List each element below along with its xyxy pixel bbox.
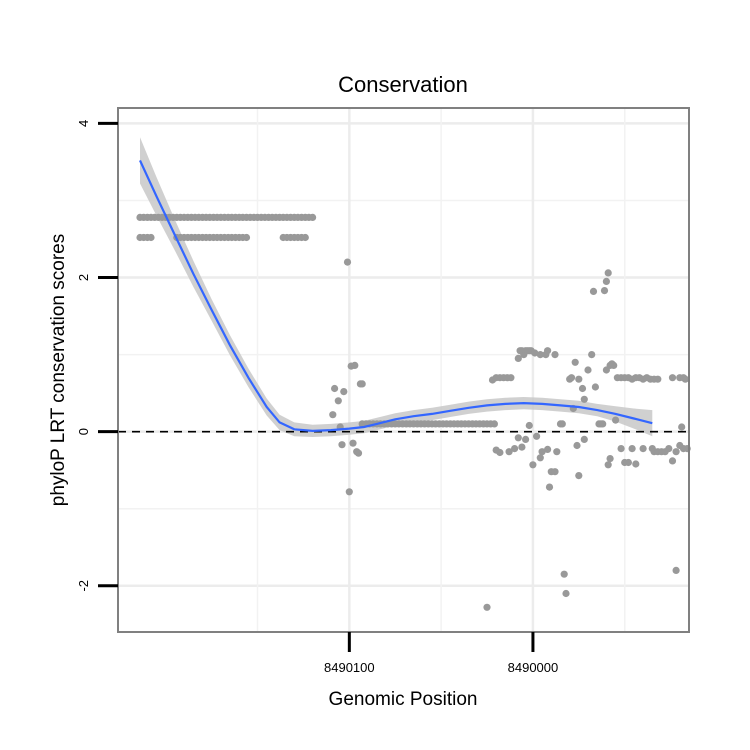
data-point [349,439,357,447]
data-point [575,375,583,383]
data-points [136,213,691,611]
data-point [602,366,611,374]
data-point [604,461,612,469]
data-point [338,441,346,449]
panel-border [117,107,690,633]
y-tick-label: 2 [76,274,91,281]
data-point [345,488,353,496]
data-point [329,411,337,419]
x-tick-label: 8490100 [324,660,375,675]
data-point [571,358,579,366]
data-point [351,361,359,369]
data-point [591,383,600,391]
data-point [334,397,342,405]
data-point [573,441,581,450]
data-point [536,454,544,462]
grid-lines [118,108,689,632]
data-point [483,603,491,611]
data-point [301,233,309,242]
data-point [602,277,611,285]
data-point [544,445,552,453]
data-point [678,423,686,431]
smooth-curve [139,159,653,433]
data-point [580,395,588,403]
data-point [514,434,522,442]
data-point [604,269,612,277]
data-point [496,448,504,457]
data-point [612,416,620,424]
data-point [531,349,539,357]
data-point [514,354,522,362]
data-point [672,448,680,456]
data-point [665,445,673,453]
data-point [610,361,618,369]
x-axis: 8490100 8490000 [324,632,558,675]
data-point [584,366,592,374]
data-point [358,380,366,388]
data-point [147,233,155,242]
data-point [538,448,546,456]
data-point [533,432,541,440]
y-tick-label: 0 [76,428,91,435]
y-axis: 4 2 0 -2 [76,120,118,592]
data-point [580,435,588,443]
data-point [562,589,570,598]
data-point [567,374,576,382]
data-point [681,375,689,383]
data-point [558,420,566,428]
data-point [340,388,348,396]
data-point [544,347,552,355]
chart-title: Conservation [338,72,468,97]
smooth-line [139,159,653,433]
data-point [529,461,537,469]
y-tick-label: 4 [76,120,91,127]
data-point [490,420,498,428]
data-point [589,287,598,295]
data-point [505,448,513,456]
data-point [536,351,544,359]
data-point [545,483,554,491]
data-point [575,472,583,480]
data-point [331,384,339,393]
data-point [553,448,561,456]
data-point [600,287,609,295]
data-point [518,443,526,451]
data-point [628,445,636,453]
data-point [676,441,684,450]
data-point [578,384,587,393]
data-point [654,375,662,383]
data-point [242,233,251,242]
data-point [560,570,568,578]
y-tick-label: -2 [76,580,91,592]
plot-panel [118,108,689,632]
data-point [624,458,633,467]
data-point [551,468,559,476]
data-point [672,566,680,575]
data-point [510,445,519,453]
data-point [525,421,533,430]
data-point [588,351,596,359]
data-point [632,460,640,468]
y-axis-title: phyloP LRT conservation scores [48,234,69,507]
data-point [668,457,677,465]
data-point [599,420,607,428]
data-point [617,445,625,453]
panel-frame [117,107,690,633]
data-point [668,374,677,382]
confidence-band-area [140,137,653,438]
data-point [639,445,647,453]
data-point [551,351,559,359]
data-point [343,258,352,266]
data-point [507,374,515,382]
data-point [606,455,614,463]
x-axis-title: Genomic Position [329,689,478,710]
panel-background [118,108,689,632]
x-tick-label: 8490000 [508,660,559,675]
data-point [354,449,363,457]
data-point [522,435,530,443]
confidence-band [140,137,653,438]
data-point [309,213,317,221]
